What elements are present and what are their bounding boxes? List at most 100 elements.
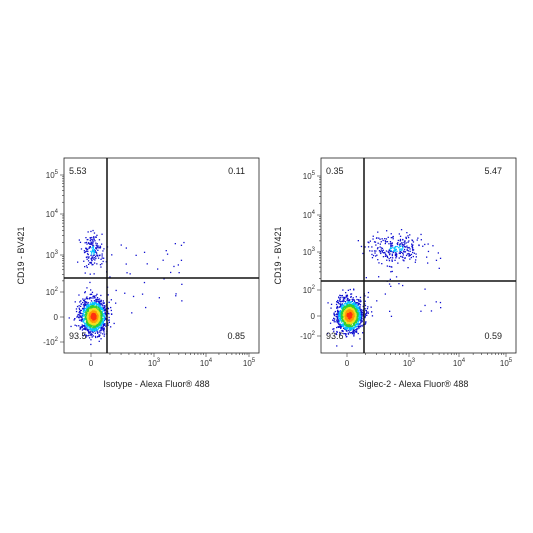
- data-point: [345, 333, 347, 335]
- data-point: [103, 307, 105, 310]
- data-point: [90, 306, 92, 308]
- data-point: [373, 250, 376, 252]
- data-point: [95, 320, 97, 322]
- y-tick-label: 0: [311, 312, 316, 321]
- data-point: [390, 246, 392, 248]
- data-point: [92, 253, 95, 255]
- data-point: [102, 318, 104, 320]
- data-point: [390, 247, 392, 250]
- data-point: [382, 252, 385, 254]
- data-point: [333, 330, 335, 332]
- data-point: [104, 323, 106, 325]
- data-point: [439, 257, 442, 259]
- data-point: [95, 321, 97, 324]
- data-point: [333, 321, 335, 323]
- data-point: [86, 318, 88, 321]
- data-point: [408, 255, 410, 257]
- data-point: [93, 238, 95, 241]
- data-point: [93, 329, 95, 331]
- data-point: [88, 334, 90, 336]
- data-point: [342, 289, 344, 291]
- data-point: [395, 276, 398, 278]
- data-point: [364, 315, 366, 317]
- data-point: [380, 249, 382, 251]
- data-point: [356, 314, 358, 316]
- data-point: [399, 249, 401, 252]
- data-point: [87, 330, 90, 333]
- data-point: [87, 308, 89, 311]
- data-point: [88, 326, 91, 328]
- data-point: [353, 304, 356, 306]
- data-point: [96, 329, 98, 331]
- data-point: [397, 243, 399, 246]
- data-point: [352, 309, 354, 311]
- data-point: [424, 304, 426, 307]
- data-point: [337, 309, 339, 311]
- data-point: [95, 299, 97, 301]
- data-point: [347, 307, 349, 309]
- data-point: [404, 251, 407, 253]
- data-point: [98, 334, 100, 336]
- data-point: [408, 246, 410, 249]
- data-point: [339, 298, 341, 300]
- data-point: [347, 300, 350, 302]
- data-point: [394, 246, 396, 249]
- data-point: [351, 345, 353, 347]
- data-point: [93, 317, 95, 320]
- data-point: [86, 243, 88, 245]
- data-point: [102, 260, 104, 263]
- data-point: [90, 309, 92, 311]
- data-point: [381, 247, 384, 250]
- data-point: [341, 294, 343, 297]
- data-point: [131, 312, 133, 314]
- data-point: [87, 250, 89, 253]
- data-point: [342, 329, 344, 332]
- data-point: [85, 318, 87, 320]
- data-point: [85, 313, 87, 315]
- data-point: [353, 299, 355, 301]
- data-point: [98, 324, 100, 326]
- data-point: [101, 318, 104, 321]
- data-point: [81, 329, 84, 331]
- data-point: [84, 327, 86, 329]
- data-point: [80, 316, 82, 319]
- data-point: [96, 330, 98, 332]
- data-point: [374, 241, 377, 243]
- data-point: [95, 328, 97, 330]
- data-point: [413, 252, 415, 254]
- data-point: [87, 248, 89, 251]
- data-point: [94, 240, 96, 242]
- data-point: [141, 293, 144, 295]
- data-point: [371, 250, 373, 252]
- data-point: [97, 329, 99, 331]
- data-point: [437, 252, 439, 254]
- data-point: [87, 322, 89, 324]
- data-point: [99, 246, 102, 248]
- data-point: [175, 295, 177, 297]
- data-point: [101, 327, 103, 329]
- data-point: [78, 325, 80, 327]
- data-point: [98, 317, 100, 319]
- data-point: [340, 314, 343, 317]
- data-point: [100, 315, 102, 317]
- data-point: [173, 265, 175, 268]
- data-point: [75, 308, 78, 310]
- data-point: [402, 254, 404, 256]
- data-point: [339, 315, 341, 317]
- data-point: [95, 248, 98, 250]
- data-point: [81, 307, 84, 310]
- data-point: [92, 308, 94, 311]
- data-point: [90, 343, 92, 346]
- data-point: [412, 255, 414, 258]
- data-point: [102, 302, 104, 305]
- data-point: [398, 244, 401, 246]
- data-point: [92, 313, 94, 315]
- data-point: [345, 318, 348, 321]
- data-point: [352, 320, 355, 322]
- data-point: [384, 253, 387, 255]
- data-point: [96, 318, 98, 320]
- data-point: [97, 257, 100, 259]
- data-point: [402, 245, 404, 247]
- data-point: [365, 321, 367, 323]
